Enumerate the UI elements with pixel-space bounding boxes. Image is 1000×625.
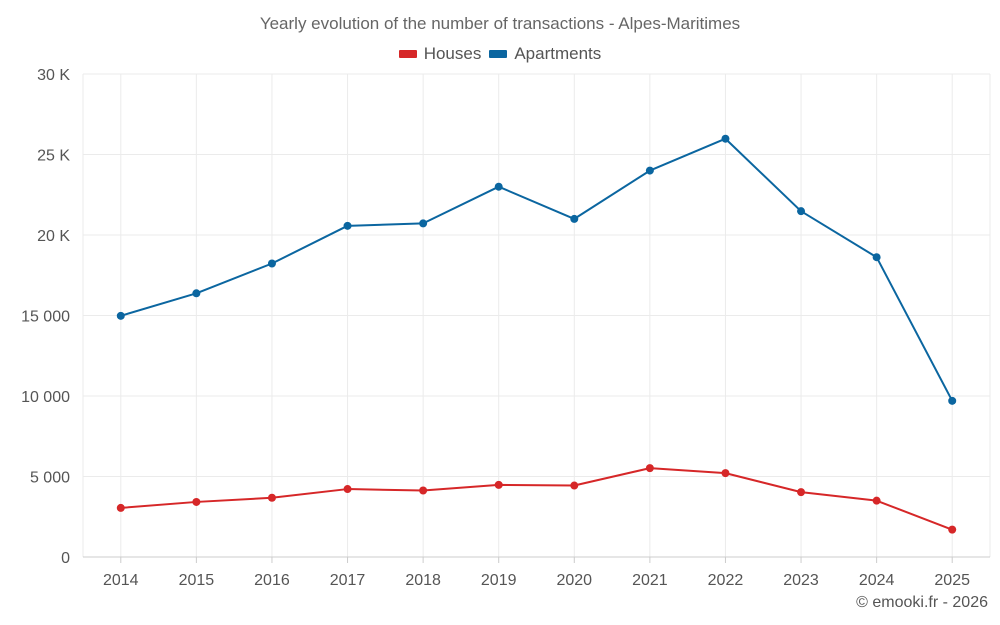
x-tick-label: 2023 [783, 572, 819, 589]
x-tick-label: 2020 [556, 572, 592, 589]
x-tick-label: 2014 [103, 572, 139, 589]
y-tick-label: 20 K [37, 228, 70, 245]
legend-label-apartments: Apartments [514, 44, 602, 63]
x-tick-label: 2016 [254, 572, 290, 589]
x-tick-label: 2021 [632, 572, 668, 589]
data-point-houses[interactable]: Houses 2014: 3050 [116, 503, 125, 512]
copyright-credit: © emooki.fr - 2026 [856, 594, 988, 611]
data-point-houses[interactable]: Houses 2020: 4440 [570, 481, 579, 490]
x-tick-label: 2015 [179, 572, 215, 589]
y-tick-label: 25 K [37, 148, 70, 165]
legend-label-houses: Houses [423, 44, 482, 63]
x-tick-label: 2025 [934, 572, 970, 589]
y-tick-label: 0 [61, 550, 70, 567]
y-tick-label: 30 K [37, 67, 70, 84]
data-point-apartments[interactable]: Apartments 2019: 23000 [494, 182, 503, 191]
y-tick-label: 10 000 [21, 389, 70, 406]
data-point-houses[interactable]: Houses 2022: 5210 [721, 469, 730, 478]
data-point-apartments[interactable]: Apartments 2017: 20570 [343, 221, 352, 230]
data-point-houses[interactable]: Houses 2016: 3680 [267, 493, 276, 502]
legend-item-apartments[interactable]: Apartments [489, 44, 601, 64]
y-tick-label: 5 000 [30, 470, 70, 487]
legend-swatch-houses [398, 50, 417, 58]
data-point-apartments[interactable]: Apartments 2015: 16380 [192, 289, 201, 298]
legend: Houses Apartments [0, 44, 1000, 64]
data-point-houses[interactable]: Houses 2021: 5520 [645, 464, 654, 473]
x-tick-label: 2017 [330, 572, 366, 589]
series-line-houses [119, 467, 954, 531]
series-line-apartments [119, 137, 954, 402]
data-point-apartments[interactable]: Apartments 2016: 18230 [267, 259, 276, 268]
y-tick-label: 15 000 [21, 309, 70, 326]
data-point-apartments[interactable]: Apartments 2022: 25980 [721, 134, 730, 143]
x-tick-label: 2022 [708, 572, 744, 589]
x-tick-label: 2024 [859, 572, 895, 589]
data-point-apartments[interactable]: Apartments 2023: 21480 [797, 207, 806, 216]
chart-title: Yearly evolution of the number of transa… [259, 14, 741, 33]
data-point-apartments[interactable]: Apartments 2020: 21000 [570, 214, 579, 223]
x-tick-label: 2019 [481, 572, 517, 589]
legend-item-houses[interactable]: Houses [398, 44, 482, 64]
data-point-houses[interactable]: Houses 2025: 1700 [948, 525, 957, 534]
data-point-houses[interactable]: Houses 2015: 3420 [192, 497, 201, 506]
data-point-houses[interactable]: Houses 2024: 3500 [872, 496, 881, 505]
data-point-houses[interactable]: Houses 2023: 4030 [797, 488, 806, 497]
data-point-houses[interactable]: Houses 2017: 4220 [343, 485, 352, 494]
data-point-apartments[interactable]: Apartments 2025: 9700 [948, 396, 957, 405]
legend-swatch-apartments [489, 50, 508, 58]
data-point-apartments[interactable]: Apartments 2021: 24000 [645, 166, 654, 175]
data-point-houses[interactable]: Houses 2019: 4480 [494, 480, 503, 489]
data-point-apartments[interactable]: Apartments 2024: 18620 [872, 253, 881, 262]
data-point-apartments[interactable]: Apartments 2014: 14980 [116, 311, 125, 320]
x-tick-label: 2018 [405, 572, 441, 589]
data-point-apartments[interactable]: Apartments 2018: 20720 [419, 219, 428, 228]
data-point-houses[interactable]: Houses 2018: 4130 [419, 486, 428, 495]
